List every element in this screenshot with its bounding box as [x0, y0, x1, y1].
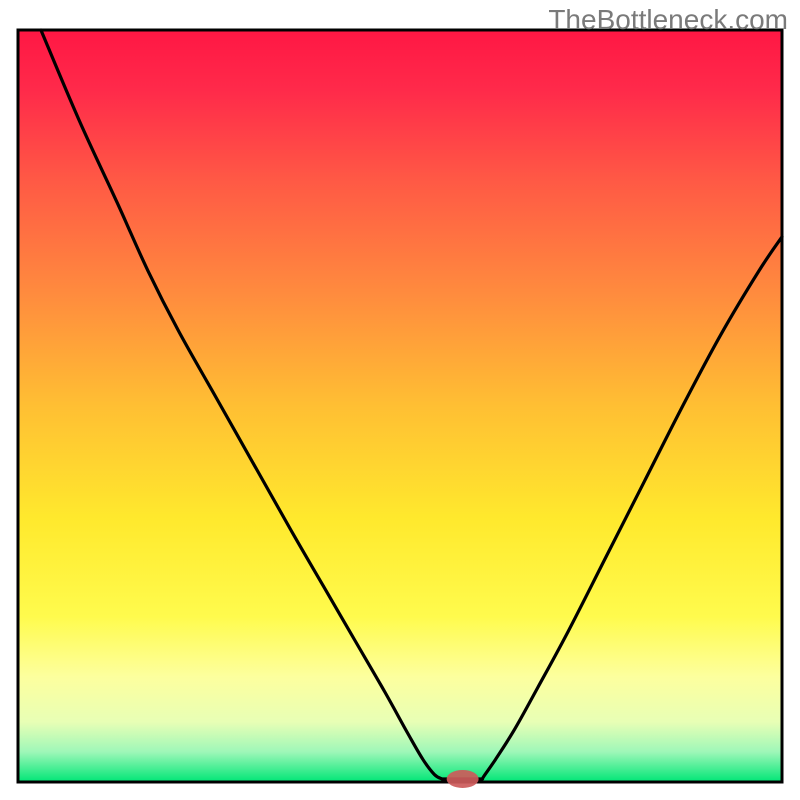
watermark-label: TheBottleneck.com: [548, 4, 788, 36]
bottleneck-chart: TheBottleneck.com: [0, 0, 800, 800]
chart-svg: [0, 0, 800, 800]
optimum-marker: [447, 770, 479, 788]
plot-background: [18, 30, 782, 782]
